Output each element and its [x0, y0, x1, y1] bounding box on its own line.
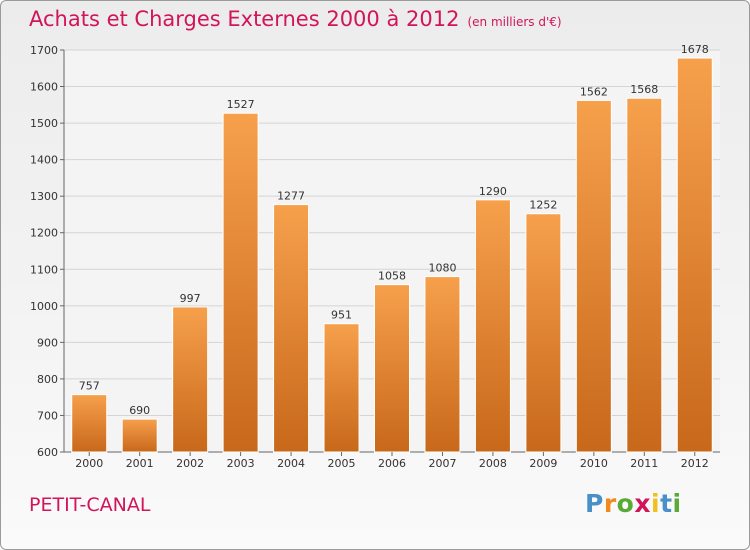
y-tick-label: 1500: [30, 117, 58, 130]
data-label-2001: 690: [129, 404, 150, 417]
logo-letter: o: [616, 489, 635, 518]
data-label-2005: 951: [331, 309, 352, 322]
bar-2009: [525, 213, 562, 453]
proxiti-logo[interactable]: Proxiti: [585, 489, 682, 518]
bar-2002: [172, 306, 209, 453]
logo-letter: i: [672, 489, 682, 518]
x-tick-label-2000: 2000: [75, 457, 103, 470]
bar-2004: [273, 204, 310, 453]
x-tick-label-2008: 2008: [479, 457, 507, 470]
bar-2003: [222, 112, 259, 453]
data-label-2012: 1678: [681, 43, 709, 56]
x-tick-label-2010: 2010: [580, 457, 608, 470]
x-tick-label-2012: 2012: [681, 457, 709, 470]
x-tick-label-2002: 2002: [176, 457, 204, 470]
y-tick-label: 1100: [30, 263, 58, 276]
bar-2001: [121, 418, 158, 453]
chart-title-text: Achats et Charges Externes 2000 à 2012: [29, 7, 460, 31]
logo-letter: i: [651, 489, 661, 518]
logo-letter: P: [585, 489, 604, 518]
bar-2007: [424, 276, 461, 453]
y-tick-label: 900: [37, 336, 58, 349]
logo-letter: x: [634, 489, 651, 518]
y-tick-label: 600: [37, 446, 58, 459]
data-label-2008: 1290: [479, 185, 507, 198]
data-label-2000: 757: [79, 380, 100, 393]
x-tick-label-2004: 2004: [277, 457, 305, 470]
chart-title: Achats et Charges Externes 2000 à 2012 (e…: [29, 7, 562, 31]
data-label-2004: 1277: [277, 190, 305, 203]
y-tick-label: 1300: [30, 190, 58, 203]
data-label-2003: 1527: [227, 98, 255, 111]
bar-2011: [626, 97, 663, 453]
x-tick-label-2007: 2007: [428, 457, 456, 470]
data-label-2009: 1252: [529, 199, 557, 212]
x-tick-label-2011: 2011: [630, 457, 658, 470]
bar-2008: [474, 199, 511, 453]
data-label-2006: 1058: [378, 270, 406, 283]
data-label-2002: 997: [180, 292, 201, 305]
y-tick-label: 1400: [30, 154, 58, 167]
y-tick-label: 1600: [30, 81, 58, 94]
bar-2012: [676, 57, 713, 453]
bar-2005: [323, 323, 360, 453]
y-tick-label: 800: [37, 373, 58, 386]
data-label-2011: 1568: [630, 83, 658, 96]
logo-letter: t: [660, 489, 673, 518]
x-tick-label-2001: 2001: [126, 457, 154, 470]
data-label-2007: 1080: [428, 262, 456, 275]
bar-2006: [374, 284, 410, 453]
commune-name: PETIT-CANAL: [29, 494, 151, 516]
bar-2010: [575, 99, 612, 453]
x-tick-label-2009: 2009: [529, 457, 557, 470]
logo-letter: r: [603, 489, 617, 518]
chart-subtitle: (en milliers d'€): [467, 15, 562, 29]
x-tick-label-2005: 2005: [328, 457, 356, 470]
x-tick-label-2003: 2003: [227, 457, 255, 470]
y-tick-label: 1700: [30, 44, 58, 57]
y-tick-label: 700: [37, 409, 58, 422]
y-tick-label: 1200: [30, 227, 58, 240]
data-label-2010: 1562: [580, 85, 608, 98]
y-tick-label: 1000: [30, 300, 58, 313]
bar-2000: [71, 394, 108, 453]
x-tick-label-2006: 2006: [378, 457, 406, 470]
